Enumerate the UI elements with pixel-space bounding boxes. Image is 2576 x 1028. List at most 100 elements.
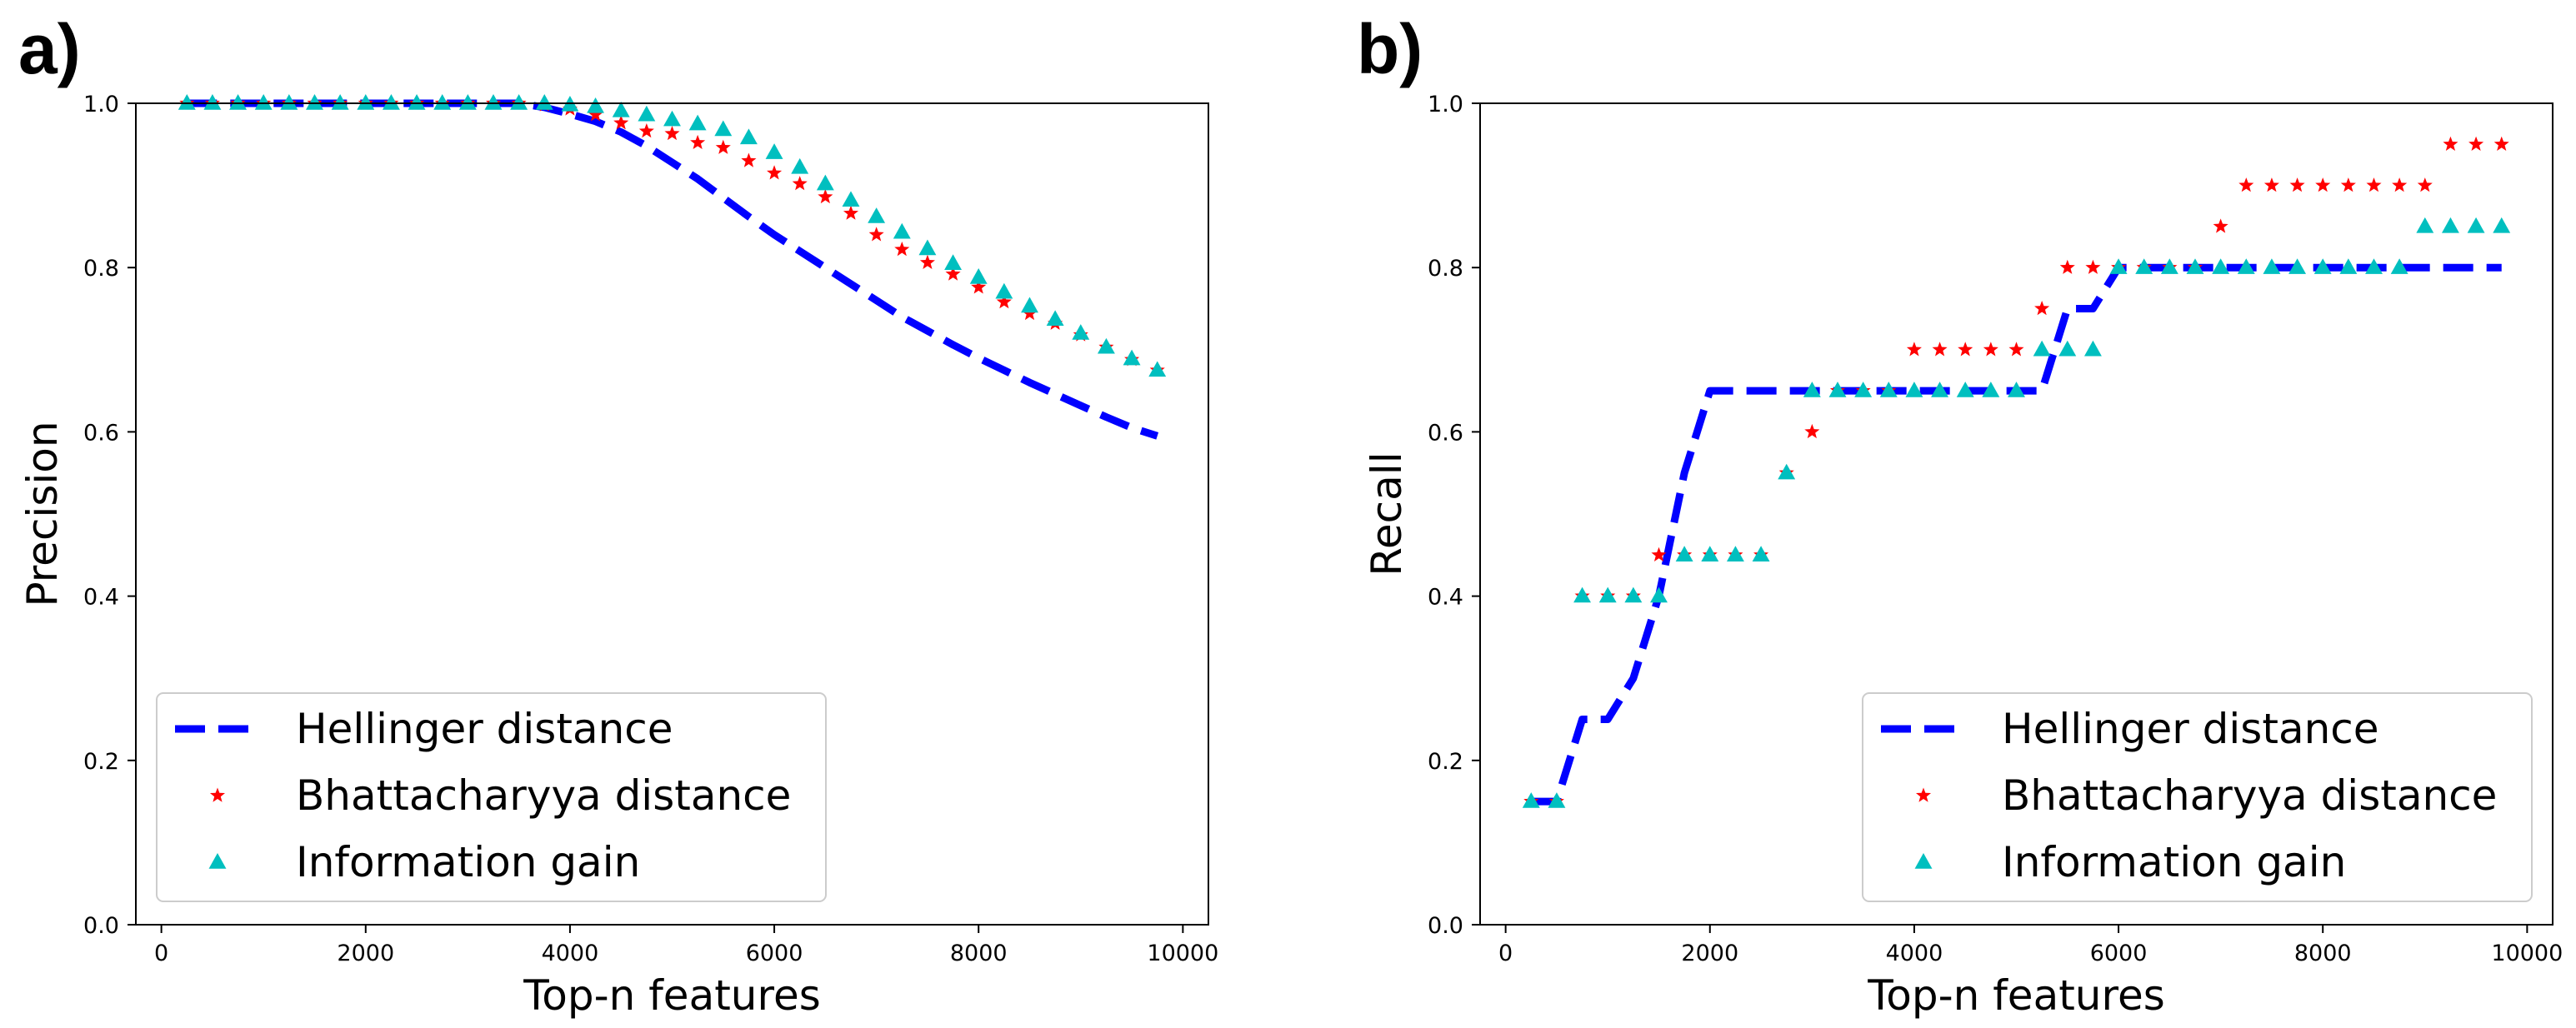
data-point-bhattacharyya-distance: [715, 139, 731, 154]
legend-box: [1862, 692, 2533, 902]
data-point-bhattacharyya-distance: [945, 266, 961, 281]
data-point-bhattacharyya-distance: [2238, 177, 2254, 192]
data-point-information-gain: [1573, 586, 1592, 603]
legend-label-bhattacharyya-distance: Bhattacharyya distance: [2002, 771, 2497, 820]
data-point-bhattacharyya-distance: [792, 176, 808, 191]
data-point-bhattacharyya-distance: [919, 254, 935, 269]
x-tick-label: 6000: [2090, 941, 2148, 966]
data-point-information-gain: [1021, 297, 1038, 313]
y-tick-label: 0.4: [83, 585, 119, 611]
data-point-information-gain: [816, 174, 834, 191]
x-tick-label: 10000: [1147, 941, 1218, 966]
x-tick-label: 0: [154, 941, 168, 966]
data-point-information-gain: [1072, 324, 1090, 340]
data-point-bhattacharyya-distance: [1022, 305, 1038, 321]
data-point-bhattacharyya-distance: [2493, 136, 2509, 151]
legend-box: [156, 692, 827, 902]
data-point-information-gain: [1046, 310, 1064, 327]
data-point-information-gain: [969, 268, 988, 284]
data-point-bhattacharyya-distance: [2468, 136, 2484, 151]
legend-swatch-bhattacharyya-distance: [209, 787, 226, 802]
data-point-information-gain: [587, 97, 605, 113]
x-tick-label: 4000: [1886, 941, 1943, 966]
data-point-information-gain: [1828, 382, 1847, 397]
legend-label-information-gain: Information gain: [2002, 838, 2346, 886]
data-point-information-gain: [2186, 258, 2204, 274]
data-point-information-gain: [2288, 258, 2307, 274]
data-point-information-gain: [1752, 546, 1770, 561]
x-tick-label: 0: [1498, 941, 1513, 966]
y-tick-label: 0.0: [83, 913, 119, 939]
data-point-information-gain: [1123, 349, 1141, 366]
data-point-bhattacharyya-distance: [1958, 342, 1973, 357]
legend: Hellinger distance Bhattacharyya distance…: [156, 692, 827, 902]
data-point-information-gain: [688, 114, 707, 131]
data-point-information-gain: [2390, 258, 2408, 274]
panel-a: a) 0 2000 4000 6000 8000 10000 0.0 0.2 0.4 0.6 0.8 1…: [18, 10, 1218, 1020]
data-point-information-gain: [229, 94, 248, 110]
data-point-information-gain: [2416, 217, 2434, 233]
data-point-bhattacharyya-distance: [2443, 136, 2458, 151]
data-point-information-gain: [1956, 382, 1974, 397]
legend-label-hellinger-distance: Hellinger distance: [296, 705, 673, 753]
data-point-information-gain: [2212, 258, 2230, 274]
y-axis-label: Recall: [1363, 452, 1411, 576]
data-point-bhattacharyya-distance: [767, 165, 783, 180]
data-point-information-gain: [1548, 792, 1566, 808]
data-point-information-gain: [638, 105, 656, 122]
data-point-information-gain: [458, 94, 477, 110]
y-tick-label: 0.2: [1428, 749, 1463, 775]
data-point-information-gain: [1148, 361, 1167, 377]
data-point-information-gain: [331, 94, 349, 110]
data-point-bhattacharyya-distance: [1651, 546, 1667, 561]
data-point-information-gain: [714, 120, 733, 137]
data-point-information-gain: [1726, 546, 1744, 561]
data-point-bhattacharyya-distance: [638, 123, 654, 138]
data-point-information-gain: [280, 94, 298, 110]
data-point-bhattacharyya-distance: [894, 242, 910, 257]
data-point-information-gain: [2313, 258, 2332, 274]
data-point-information-gain: [765, 143, 783, 159]
x-tick-label: 10000: [2491, 941, 2563, 966]
data-point-information-gain: [2441, 217, 2459, 233]
data-point-information-gain: [535, 94, 553, 110]
data-point-information-gain: [2135, 258, 2153, 274]
data-point-information-gain: [791, 157, 809, 174]
x-tick-label: 4000: [542, 941, 599, 966]
data-point-bhattacharyya-distance: [2315, 177, 2331, 192]
legend-swatch-information-gain: [208, 853, 227, 869]
data-point-information-gain: [2493, 217, 2511, 233]
data-point-bhattacharyya-distance: [2263, 177, 2279, 192]
y-tick-label: 0.8: [1428, 256, 1463, 282]
data-point-information-gain: [612, 101, 630, 117]
x-tick-label: 6000: [746, 941, 803, 966]
data-point-information-gain: [254, 94, 273, 110]
data-point-bhattacharyya-distance: [818, 188, 833, 204]
data-point-information-gain: [510, 94, 528, 110]
data-point-bhattacharyya-distance: [741, 152, 757, 167]
data-point-information-gain: [2467, 217, 2485, 233]
y-tick-label: 0.0: [1428, 913, 1463, 939]
data-point-information-gain: [1675, 546, 1693, 561]
data-point-information-gain: [2033, 340, 2051, 357]
data-point-information-gain: [918, 239, 937, 256]
data-point-information-gain: [1982, 382, 2000, 397]
data-point-bhattacharyya-distance: [690, 134, 706, 150]
data-point-bhattacharyya-distance: [996, 294, 1012, 309]
data-point-information-gain: [1624, 586, 1643, 603]
legend-label-bhattacharyya-distance: Bhattacharyya distance: [296, 771, 791, 820]
data-point-bhattacharyya-distance: [2289, 177, 2305, 192]
data-point-information-gain: [893, 222, 911, 239]
data-point-information-gain: [2008, 382, 2025, 397]
data-point-information-gain: [842, 191, 860, 207]
data-point-bhattacharyya-distance: [2340, 177, 2356, 192]
y-tick-label: 1.0: [1428, 92, 1463, 117]
data-point-information-gain: [868, 207, 886, 223]
data-point-bhattacharyya-distance: [2034, 301, 2050, 316]
data-point-information-gain: [1879, 382, 1898, 397]
data-point-information-gain: [2263, 258, 2281, 274]
series-line-hellinger-distance: [187, 99, 1159, 440]
x-axis-label: Top-n features: [1867, 971, 2165, 1020]
data-point-bhattacharyya-distance: [2213, 218, 2228, 233]
